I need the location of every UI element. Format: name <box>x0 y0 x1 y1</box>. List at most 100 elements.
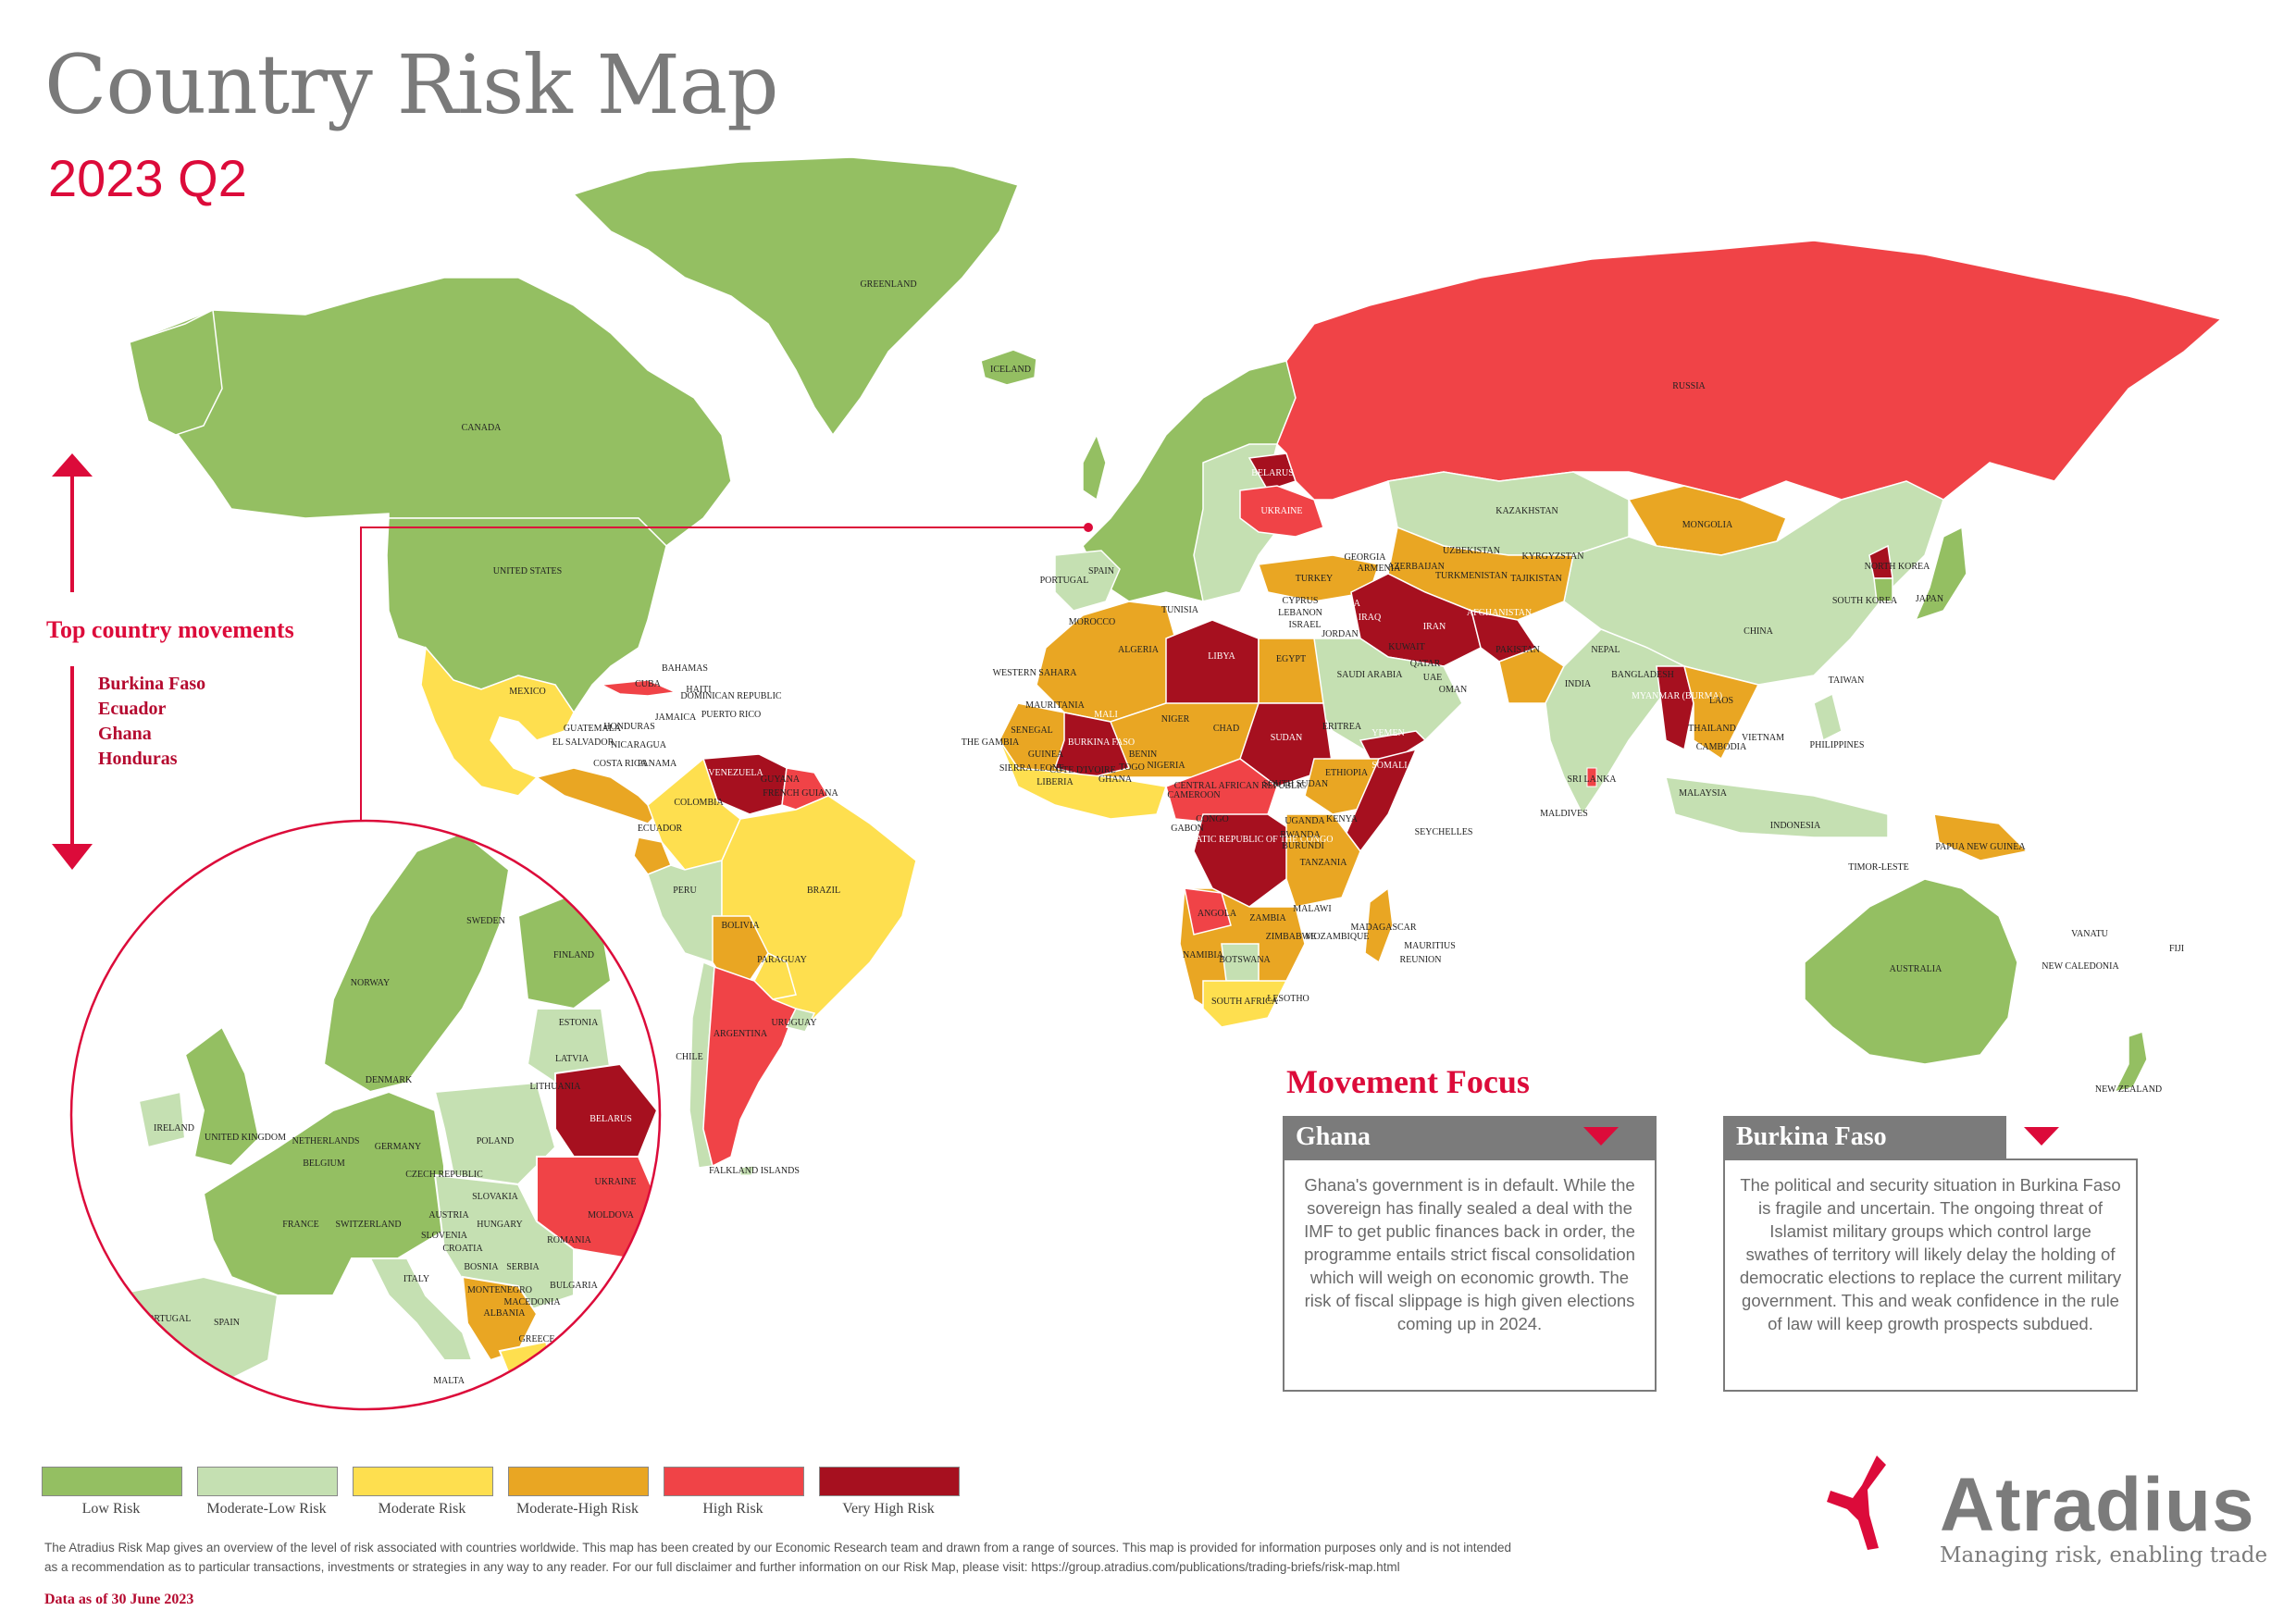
label-portugal: PORTUGAL <box>1040 576 1089 586</box>
region-russia[interactable] <box>1276 240 2223 501</box>
arrow-down-icon <box>1583 1127 1619 1146</box>
focus-card-title: Burkina Faso <box>1723 1116 2006 1158</box>
label-haiti: HAITI <box>686 685 711 695</box>
region-iceland[interactable] <box>980 349 1037 386</box>
region-south-africa[interactable] <box>1202 980 1288 1028</box>
label-tanzania: TANZANIA <box>1300 858 1348 868</box>
label-iceland: ICELAND <box>990 365 1031 375</box>
label-eritrea: ERITREA <box>1322 722 1362 732</box>
inset-label-lithuania: LITHUANIA <box>530 1082 582 1092</box>
region-iberia[interactable] <box>1054 550 1121 612</box>
region-alaska[interactable] <box>129 308 223 436</box>
region-egypt[interactable] <box>1258 638 1324 704</box>
label-indonesia: INDONESIA <box>1770 821 1821 831</box>
label-afghanistan: AFGHANISTAN <box>1467 608 1532 618</box>
label-ukraine: UKRAINE <box>1261 506 1303 516</box>
region-west-africa[interactable] <box>999 739 1167 820</box>
region-png[interactable] <box>1933 813 2029 861</box>
inset-label-denmark: DENMARK <box>366 1075 413 1085</box>
inset-scandinavia[interactable] <box>322 831 511 1094</box>
region-falklands[interactable] <box>739 1165 755 1176</box>
inset-label-romania: ROMANIA <box>547 1235 592 1245</box>
label-vanuatu: VANATU <box>2071 929 2109 939</box>
region-central-america[interactable] <box>535 767 659 824</box>
label-jordan: JORDAN <box>1322 629 1358 639</box>
region-new-zealand[interactable] <box>2113 1031 2148 1094</box>
legend-swatch-moderate <box>353 1467 493 1496</box>
label-uruguay: URUGUAY <box>771 1018 816 1028</box>
region-east-africa[interactable] <box>1285 813 1361 908</box>
inset-italy[interactable] <box>368 1258 474 1361</box>
movement-country[interactable]: Honduras <box>98 749 178 769</box>
region-japan[interactable] <box>1914 526 1967 622</box>
label-south-korea: SOUTH KOREA <box>1832 596 1898 606</box>
region-indochina[interactable] <box>1682 664 1760 761</box>
label-yemen: YEMEN <box>1371 728 1405 738</box>
label-georgia: GEORGIA <box>1345 552 1387 563</box>
label-canada: CANADA <box>462 423 503 433</box>
label-bangladesh: BANGLADESH <box>1611 670 1674 680</box>
region-peru[interactable] <box>647 860 723 963</box>
region-india[interactable] <box>1545 628 1686 816</box>
region-philippines[interactable] <box>1813 692 1843 742</box>
disclaimer: The Atradius Risk Map gives an overview … <box>44 1538 1581 1577</box>
label-mauritania: MAURITANIA <box>1025 700 1085 711</box>
region-paraguay[interactable] <box>753 951 797 1000</box>
legend-label-moderate-low: Moderate-Low Risk <box>206 1501 327 1517</box>
inset-label-macedonia: MACEDONIA <box>503 1297 561 1307</box>
inset-label-spain: SPAIN <box>214 1318 240 1328</box>
inset-label-poland: POLAND <box>477 1136 515 1146</box>
label-angola: ANGOLA <box>1198 909 1237 919</box>
region-drc[interactable] <box>1193 813 1297 908</box>
region-ukraine[interactable] <box>1239 485 1324 538</box>
region-somalia[interactable] <box>1346 748 1418 853</box>
label-south-sudan: SOUTH SUDAN <box>1263 779 1328 789</box>
movement-country[interactable]: Burkina Faso <box>98 674 206 694</box>
region-malaysia-indonesia[interactable] <box>1665 776 1889 838</box>
label-bolivia: BOLIVIA <box>721 921 760 931</box>
region-greenland[interactable] <box>572 156 1020 437</box>
region-uruguay[interactable] <box>785 1008 816 1033</box>
inset-west-europe[interactable] <box>202 1090 445 1296</box>
region-madagascar[interactable] <box>1364 886 1394 964</box>
region-mexico[interactable] <box>420 646 575 797</box>
inset-label-serbia: SERBIA <box>506 1262 540 1272</box>
region-uk[interactable] <box>1082 433 1107 502</box>
inset-label-bosnia: BOSNIA <box>464 1262 499 1272</box>
region-sri-lanka[interactable] <box>1586 767 1597 787</box>
region-sudan[interactable] <box>1239 702 1334 787</box>
label-kazakhstan: KAZAKHSTAN <box>1496 506 1558 516</box>
legend-label-low: Low Risk <box>81 1501 141 1517</box>
label-el-salvador: EL SALVADOR <box>552 737 614 748</box>
label-cote-divoire: CÔTE D'IVOIRE <box>1049 764 1116 775</box>
region-south-korea[interactable] <box>1873 577 1893 602</box>
label-mauritius: MAURITIUS <box>1404 941 1456 951</box>
region-canada[interactable] <box>129 277 732 547</box>
region-cuba[interactable] <box>599 679 678 697</box>
label-kuwait: KUWAIT <box>1388 642 1424 652</box>
label-seychelles: SEYCHELLES <box>1415 827 1473 837</box>
inset-greece[interactable] <box>498 1340 557 1399</box>
label-namibia: NAMIBIA <box>1183 950 1224 960</box>
region-argentina[interactable] <box>702 965 797 1168</box>
region-united-states[interactable] <box>386 517 667 714</box>
region-angola[interactable] <box>1184 887 1232 935</box>
label-nicaragua: NICARAGUA <box>611 740 667 750</box>
label-png: PAPUA NEW GUINEA <box>1935 842 2026 852</box>
region-libya[interactable] <box>1165 619 1260 713</box>
label-zimbabwe: ZIMBABWE <box>1266 932 1316 942</box>
label-new-caledonia: NEW CALEDONIA <box>2042 961 2119 972</box>
label-rwanda: RWANDA <box>1280 830 1321 840</box>
label-burundi: BURUNDI <box>1282 841 1324 851</box>
movement-country[interactable]: Ghana <box>98 724 152 744</box>
inset-ireland[interactable] <box>137 1090 187 1149</box>
label-guatemala: GUATEMALA <box>564 724 622 734</box>
label-azerbaijan: AZERBAIJAN <box>1387 562 1445 572</box>
region-australia[interactable] <box>1804 878 2018 1065</box>
inset-uk[interactable] <box>183 1025 261 1168</box>
label-lebanon: LEBANON <box>1278 608 1322 618</box>
inset-label-norway: NORWAY <box>351 978 390 988</box>
movement-country[interactable]: Ecuador <box>98 699 167 719</box>
page-title: Country Risk Map <box>44 37 779 132</box>
